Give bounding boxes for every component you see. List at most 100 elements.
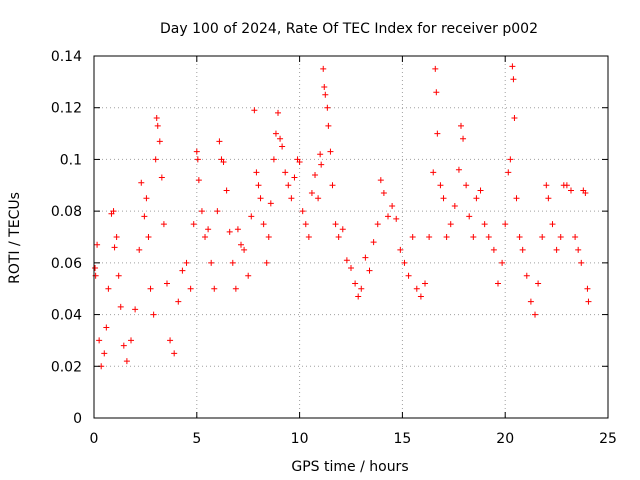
- x-axis-title: GPS time / hours: [291, 459, 408, 475]
- data-point: [385, 213, 392, 220]
- data-point: [432, 65, 439, 72]
- data-point: [317, 151, 324, 158]
- data-point: [481, 221, 488, 228]
- data-point: [255, 182, 262, 189]
- data-point: [320, 65, 327, 72]
- data-point: [285, 182, 292, 189]
- data-point: [105, 285, 112, 292]
- data-point: [232, 285, 239, 292]
- data-point: [265, 234, 272, 240]
- data-point: [147, 285, 154, 292]
- data-point: [153, 115, 160, 122]
- data-point: [567, 187, 574, 194]
- data-point: [549, 221, 556, 228]
- plot-frame: [93, 55, 609, 419]
- data-point: [128, 337, 135, 344]
- data-point: [516, 234, 523, 240]
- data-point: [366, 267, 373, 274]
- data-point: [220, 159, 227, 166]
- data-point: [370, 239, 377, 246]
- data-point: [260, 221, 267, 228]
- x-tick-label: 20: [496, 431, 514, 447]
- data-point: [275, 109, 282, 116]
- data-point: [248, 213, 255, 220]
- data-point: [485, 234, 492, 240]
- data-point: [318, 161, 325, 168]
- y-tick-label: 0.08: [51, 204, 82, 220]
- data-point: [477, 187, 484, 194]
- data-point: [339, 226, 346, 233]
- x-tick-label: 5: [192, 431, 201, 447]
- data-point: [202, 234, 209, 240]
- grid-lines: [94, 56, 608, 418]
- data-point: [282, 169, 289, 176]
- data-point: [499, 259, 506, 266]
- data-point: [270, 156, 277, 163]
- data-point: [513, 195, 520, 202]
- data-point: [495, 280, 502, 287]
- data-point: [327, 148, 334, 155]
- data-point: [510, 76, 517, 83]
- data-point: [572, 234, 579, 240]
- data-point: [343, 257, 350, 264]
- data-point: [557, 234, 564, 240]
- data-point: [115, 272, 122, 279]
- data-point: [532, 311, 539, 318]
- y-tick-label: 0.04: [51, 308, 82, 324]
- y-tick-label: 0.12: [51, 101, 82, 117]
- data-point: [241, 246, 248, 253]
- data-point: [96, 337, 103, 344]
- data-point: [208, 259, 215, 266]
- data-point: [158, 174, 165, 181]
- data-point: [447, 221, 454, 228]
- data-point: [348, 265, 354, 272]
- data-point: [195, 177, 202, 184]
- data-point: [584, 285, 591, 292]
- data-point: [288, 195, 295, 202]
- data-point: [279, 143, 286, 150]
- data-point: [272, 130, 279, 137]
- data-point: [325, 122, 332, 129]
- data-point: [575, 246, 582, 253]
- data-point: [451, 202, 458, 209]
- data-point: [527, 298, 534, 305]
- y-tick-label: 0.02: [51, 359, 82, 375]
- data-point: [167, 337, 174, 344]
- axis-ticks: 0 5 10 15 20 25 0 0.02 0.04 0.06 0.08 0.1 0.12 0.14: [51, 49, 617, 447]
- data-point: [455, 166, 462, 173]
- data-point: [156, 138, 163, 145]
- x-tick-label: 15: [393, 431, 411, 447]
- data-point: [150, 311, 157, 318]
- data-point: [120, 342, 127, 349]
- data-point: [257, 195, 264, 202]
- data-point: [543, 182, 550, 189]
- data-point: [253, 169, 260, 176]
- data-point: [117, 303, 124, 310]
- data-point: [426, 234, 433, 240]
- data-point: [234, 226, 241, 233]
- data-point: [409, 234, 416, 240]
- data-point: [582, 190, 589, 197]
- data-point: [123, 358, 130, 365]
- data-point: [194, 156, 201, 163]
- data-point: [417, 293, 424, 300]
- data-point: [397, 246, 404, 253]
- data-point: [183, 259, 190, 266]
- data-point: [145, 234, 152, 240]
- data-point: [463, 182, 470, 189]
- data-point: [103, 324, 110, 331]
- data-point: [460, 135, 467, 142]
- data-point: [205, 226, 212, 233]
- data-point: [380, 190, 387, 197]
- y-tick-label: 0: [73, 411, 82, 427]
- data-point: [578, 259, 585, 266]
- x-tick-label: 25: [599, 431, 617, 447]
- data-point: [523, 272, 530, 279]
- data-point: [211, 285, 218, 292]
- data-point: [198, 208, 205, 215]
- data-point: [226, 228, 233, 235]
- y-axis-title: ROTI / TECUs: [7, 192, 23, 284]
- data-point: [563, 182, 570, 189]
- data-point: [539, 234, 546, 240]
- data-point: [502, 221, 509, 228]
